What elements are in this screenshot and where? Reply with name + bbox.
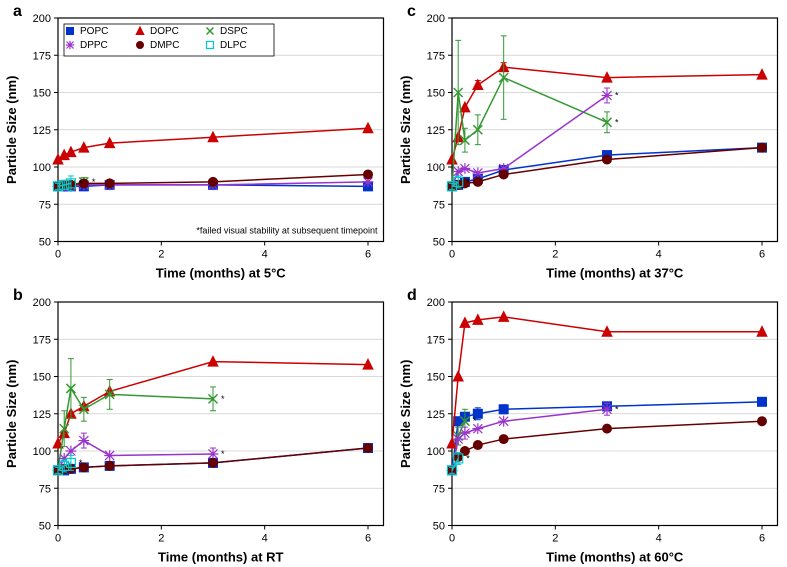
svg-text:Time (months) at RT: Time (months) at RT — [158, 549, 283, 564]
svg-text:125: 125 — [33, 408, 51, 420]
svg-text:200: 200 — [33, 297, 51, 309]
svg-text:*: * — [466, 453, 470, 463]
svg-text:125: 125 — [33, 125, 51, 137]
svg-text:75: 75 — [432, 199, 444, 211]
svg-text:50: 50 — [432, 520, 444, 532]
svg-text:2: 2 — [552, 249, 558, 261]
svg-text:4: 4 — [655, 249, 661, 261]
svg-text:175: 175 — [33, 334, 51, 346]
svg-text:0: 0 — [55, 249, 61, 261]
svg-text:*: * — [615, 117, 619, 127]
svg-text:150: 150 — [33, 371, 51, 383]
svg-text:2: 2 — [158, 532, 164, 544]
svg-text:POPC: POPC — [80, 26, 108, 37]
panel-a: 50 75 100 125 150 175 200 0 2 4 6 Time (months) at … — [0, 0, 394, 284]
svg-text:b: b — [13, 287, 23, 304]
panel-c: 50 75 100 125 150 175 200 0 2 4 6 Time (months) at … — [394, 0, 787, 284]
svg-text:*failed visual stability at su: *failed visual stability at subsequent t… — [196, 226, 378, 236]
svg-text:DPPC: DPPC — [80, 40, 108, 51]
svg-text:100: 100 — [426, 446, 444, 458]
svg-text:4: 4 — [262, 532, 268, 544]
svg-text:Particle Size (nm): Particle Size (nm) — [4, 359, 19, 467]
svg-text:150: 150 — [33, 88, 51, 100]
svg-text:0: 0 — [448, 532, 454, 544]
svg-text:*: * — [79, 178, 83, 188]
svg-text:50: 50 — [39, 520, 51, 532]
svg-text:175: 175 — [33, 50, 51, 62]
svg-text:100: 100 — [33, 446, 51, 458]
svg-text:*: * — [221, 393, 225, 403]
panel-b: 50 75 100 125 150 175 200 0 2 4 6 Time (months) at … — [0, 284, 394, 567]
svg-text:200: 200 — [426, 13, 444, 25]
svg-text:DMPC: DMPC — [150, 40, 179, 51]
svg-text:200: 200 — [426, 297, 444, 309]
svg-text:Particle Size (nm): Particle Size (nm) — [398, 76, 413, 184]
svg-text:6: 6 — [758, 532, 764, 544]
svg-text:150: 150 — [426, 371, 444, 383]
svg-text:*: * — [221, 448, 225, 458]
svg-text:6: 6 — [758, 249, 764, 261]
svg-text:4: 4 — [262, 249, 268, 261]
svg-text:Particle Size (nm): Particle Size (nm) — [4, 76, 19, 184]
svg-text:c: c — [407, 3, 416, 20]
svg-text:2: 2 — [552, 532, 558, 544]
svg-text:*: * — [79, 457, 83, 467]
svg-text:175: 175 — [426, 334, 444, 346]
svg-text:100: 100 — [33, 162, 51, 174]
svg-text:*: * — [466, 177, 470, 187]
svg-text:2: 2 — [158, 249, 164, 261]
svg-text:DLPC: DLPC — [220, 40, 247, 51]
panel-d: 50 75 100 125 150 175 200 0 2 4 6 Time (months) at … — [394, 284, 787, 567]
svg-text:200: 200 — [33, 13, 51, 25]
svg-text:50: 50 — [39, 237, 51, 249]
svg-text:6: 6 — [365, 249, 371, 261]
svg-text:50: 50 — [432, 237, 444, 249]
svg-text:4: 4 — [655, 532, 661, 544]
svg-text:75: 75 — [432, 483, 444, 495]
svg-text:75: 75 — [39, 483, 51, 495]
svg-text:175: 175 — [426, 50, 444, 62]
svg-text:a: a — [13, 3, 22, 20]
svg-text:DOPC: DOPC — [150, 26, 179, 37]
svg-text:75: 75 — [39, 199, 51, 211]
svg-text:d: d — [407, 287, 417, 304]
svg-text:125: 125 — [426, 408, 444, 420]
svg-text:Particle Size (nm): Particle Size (nm) — [398, 359, 413, 467]
chart-grid: 50751001251501752000246Time (months) at … — [0, 0, 787, 567]
svg-text:150: 150 — [426, 88, 444, 100]
svg-text:125: 125 — [426, 125, 444, 137]
svg-text:Time (months) at 5°C: Time (months) at 5°C — [156, 266, 287, 281]
svg-text:Time (months) at 60°C: Time (months) at 60°C — [546, 549, 684, 564]
svg-text:*: * — [615, 404, 619, 414]
svg-text:0: 0 — [448, 249, 454, 261]
svg-text:6: 6 — [365, 532, 371, 544]
svg-text:0: 0 — [55, 532, 61, 544]
svg-text:100: 100 — [426, 162, 444, 174]
svg-text:DSPC: DSPC — [220, 26, 248, 37]
svg-text:Time (months) at 37°C: Time (months) at 37°C — [546, 266, 684, 281]
svg-text:*: * — [615, 90, 619, 100]
